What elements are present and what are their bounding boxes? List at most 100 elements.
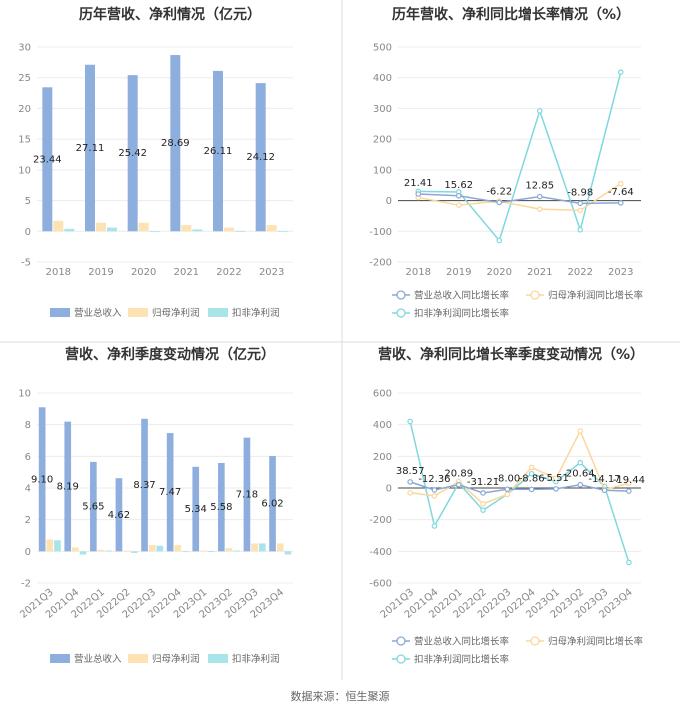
bar-revenue [90, 461, 97, 552]
legend-swatch [50, 654, 70, 663]
point-revenue [415, 191, 422, 197]
data-label: -8.98 [567, 187, 593, 198]
series-line-revenue [409, 481, 629, 494]
bar-revenue [269, 456, 276, 552]
legend-label: 归母净利润 [152, 653, 200, 665]
legend-marker [530, 290, 540, 300]
bar-revenue [42, 87, 53, 232]
bar-netprofit [224, 227, 234, 232]
point-deducted [536, 108, 543, 114]
data-label: -8.86 [519, 473, 545, 484]
bar-netprofit [97, 549, 105, 552]
y-tick-label: 400 [373, 73, 392, 84]
y-tick-label: 0 [25, 547, 31, 558]
bar-deducted [182, 551, 189, 553]
y-tick-label: 300 [373, 104, 392, 115]
point-netprofit [480, 501, 486, 507]
y-tick-label: 0 [386, 196, 392, 207]
bar-revenue [243, 437, 251, 552]
point-revenue [504, 486, 511, 493]
point-revenue [577, 481, 584, 488]
bar-netprofit [266, 225, 277, 232]
bar-revenue [192, 466, 200, 552]
legend-swatch [128, 654, 148, 663]
x-tick-label: 2019 [446, 267, 471, 278]
bar-netprofit [72, 547, 79, 552]
legend-label: 归母净利润同比增长率 [548, 290, 644, 302]
legend-label: 扣非净利润 [232, 307, 280, 319]
point-revenue [577, 200, 584, 207]
legend-label: 营业总收入 [74, 307, 122, 319]
series-line-deducted [418, 71, 622, 243]
data-label: 7.47 [159, 487, 181, 498]
legend-label: 营业总收入同比增长率 [414, 636, 510, 648]
bar-deducted [79, 551, 87, 555]
data-label: 26.11 [204, 146, 233, 157]
x-tick-label: 2019 [88, 267, 113, 278]
point-netprofit [577, 207, 584, 214]
legend-swatch [128, 308, 148, 317]
data-label: -12.36 [418, 474, 450, 485]
bar-deducted [258, 543, 266, 552]
bar-netprofit [46, 539, 54, 552]
bar-revenue [255, 83, 266, 232]
bar-deducted [149, 231, 160, 233]
x-tick-label: 2022 [216, 267, 241, 278]
point-revenue [553, 486, 559, 492]
point-deducted [407, 418, 413, 425]
data-label: 25.42 [118, 148, 147, 159]
legend-swatch [208, 654, 228, 663]
legend-label: 营业总收入同比增长率 [414, 290, 510, 302]
y-tick-label: 4 [25, 484, 31, 495]
y-tick-label: -200 [369, 515, 392, 526]
bar-deducted [207, 551, 215, 552]
bar-revenue [85, 64, 95, 232]
data-label: -5.51 [543, 473, 569, 484]
bar-netprofit [251, 543, 258, 552]
chart-title: 历年营收、净利情况（亿元） [79, 6, 261, 23]
x-tick-label: 2021 [174, 267, 199, 278]
bar-netprofit [148, 545, 156, 552]
annual-revenue-profit-chart: 历年营收、净利情况（亿元） -5 0 5 10 15 20 25 30 2018 2019 2020 2… [18, 6, 293, 319]
data-label: 28.69 [161, 138, 190, 149]
y-tick-label: 600 [373, 389, 392, 400]
y-tick-label: 2 [25, 515, 31, 526]
y-tick-label: 200 [373, 452, 392, 463]
data-label: 24.12 [246, 152, 275, 163]
data-label: 20.64 [566, 469, 595, 480]
point-deducted [577, 459, 584, 466]
point-netprofit [431, 493, 438, 499]
bar-revenue [166, 433, 174, 552]
y-tick-label: 15 [18, 135, 31, 146]
point-revenue [407, 479, 413, 485]
x-tick-label: 2018 [406, 267, 431, 278]
y-tick-label: 0 [25, 227, 31, 238]
legend-label: 归母净利润 [152, 307, 200, 319]
data-label: -19.44 [613, 475, 645, 486]
data-label: 15.62 [444, 180, 473, 191]
y-tick-label: -200 [369, 258, 392, 269]
data-label: 7.18 [236, 489, 258, 500]
y-tick-label: -600 [369, 579, 392, 590]
y-tick-label: 8 [25, 420, 31, 431]
legend-label: 扣非净利润 [232, 653, 280, 665]
data-label: 8.19 [57, 481, 79, 492]
legend-marker [396, 308, 406, 318]
bar-revenue [213, 70, 223, 232]
point-deducted [626, 559, 632, 566]
legend-marker [530, 636, 540, 646]
bar-netprofit [181, 225, 192, 232]
point-revenue [455, 481, 462, 488]
bar-revenue [64, 421, 72, 552]
bar-netprofit [53, 220, 64, 232]
y-tick-label: 0 [386, 484, 392, 495]
legend-label: 扣非净利润同比增长率 [414, 308, 510, 320]
data-label: -14.17 [588, 474, 620, 485]
point-deducted [480, 507, 486, 513]
x-tick-label: 2020 [131, 267, 156, 278]
data-label: 38.57 [396, 466, 425, 477]
bar-revenue [218, 462, 225, 552]
data-label: 5.58 [210, 502, 232, 513]
chart-title: 营收、净利同比增长率季度变动情况（%） [378, 346, 644, 363]
